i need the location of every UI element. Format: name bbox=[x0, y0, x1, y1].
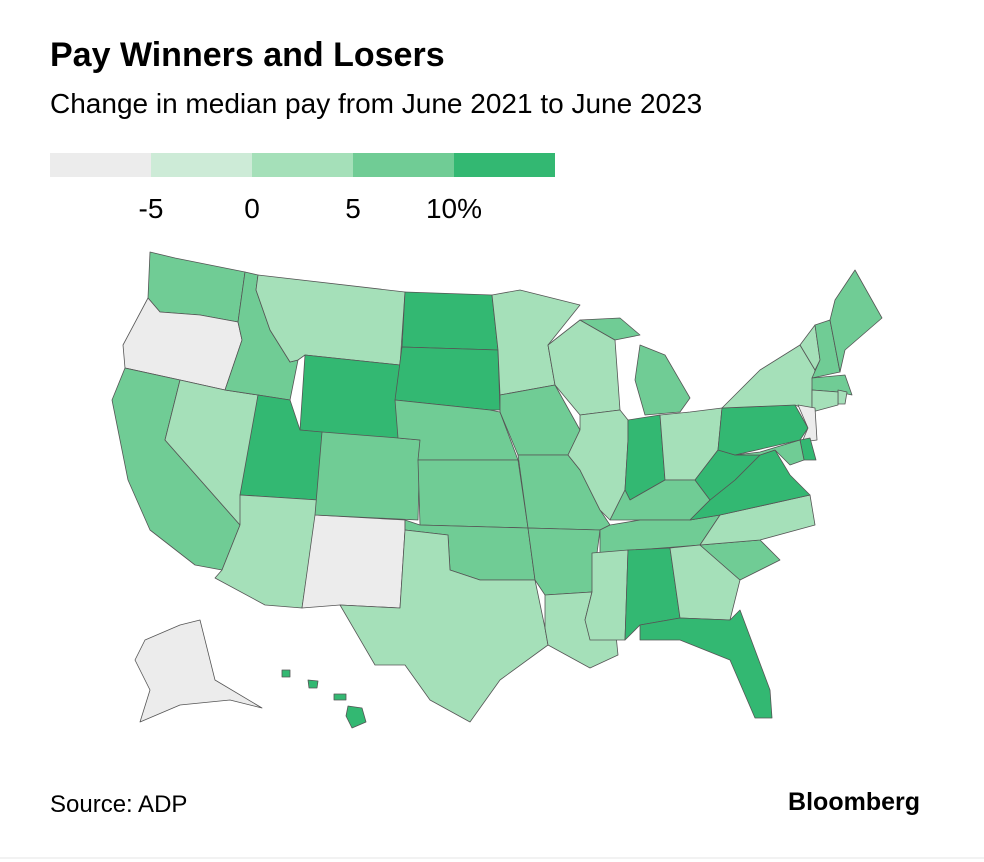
legend-swatch bbox=[252, 153, 353, 177]
state-shape bbox=[811, 319, 841, 379]
legend-swatch bbox=[454, 153, 555, 177]
state-shape bbox=[669, 544, 741, 621]
subtitle: Change in median pay from June 2021 to J… bbox=[50, 88, 702, 119]
state bbox=[579, 317, 691, 416]
map bbox=[111, 251, 883, 729]
state-shape bbox=[394, 346, 501, 411]
state-shape bbox=[829, 269, 883, 373]
state-shape bbox=[299, 354, 401, 441]
state bbox=[734, 439, 805, 466]
state bbox=[301, 514, 406, 609]
state bbox=[401, 291, 499, 351]
state-shape bbox=[579, 317, 641, 341]
state-shape bbox=[527, 527, 601, 596]
state-shape bbox=[837, 389, 848, 405]
state bbox=[811, 319, 841, 379]
state bbox=[837, 389, 848, 405]
legend-tick-label: -5 bbox=[139, 193, 164, 224]
state-shape bbox=[417, 459, 529, 529]
legend-tick-label: 10% bbox=[426, 193, 482, 224]
state bbox=[669, 544, 741, 621]
state bbox=[417, 459, 529, 529]
state-shape bbox=[721, 344, 816, 413]
state-shape bbox=[314, 431, 421, 521]
brand-logo: Bloomberg bbox=[788, 788, 920, 816]
state-shape bbox=[134, 619, 263, 723]
legend-swatch bbox=[151, 153, 252, 177]
state-shape bbox=[811, 389, 839, 413]
state-shape bbox=[281, 669, 291, 678]
state-shape bbox=[333, 693, 347, 701]
state bbox=[811, 389, 839, 413]
state-shape bbox=[634, 344, 691, 416]
state bbox=[394, 346, 501, 411]
legend-swatch bbox=[50, 153, 151, 177]
state-shape bbox=[147, 251, 246, 323]
legend-tick-label: 0 bbox=[244, 193, 260, 224]
state bbox=[299, 354, 401, 441]
legend-swatch bbox=[353, 153, 454, 177]
state-shape bbox=[307, 679, 319, 689]
state-shape bbox=[301, 514, 406, 609]
legend: -5 0 5 10% bbox=[50, 153, 555, 224]
state-shape bbox=[639, 609, 773, 719]
state-shape bbox=[339, 529, 549, 723]
state bbox=[339, 529, 549, 723]
state-shape bbox=[734, 439, 805, 466]
state bbox=[281, 669, 367, 729]
state-shape bbox=[401, 291, 499, 351]
state bbox=[829, 269, 883, 373]
state bbox=[134, 619, 263, 723]
state bbox=[147, 251, 246, 323]
state bbox=[527, 527, 601, 596]
state bbox=[639, 609, 773, 719]
state bbox=[314, 431, 421, 521]
title: Pay Winners and Losers bbox=[50, 36, 445, 74]
legend-tick-label: 5 bbox=[345, 193, 361, 224]
source: Source: ADP bbox=[50, 791, 187, 818]
state bbox=[721, 344, 816, 413]
state-shape bbox=[345, 705, 367, 729]
